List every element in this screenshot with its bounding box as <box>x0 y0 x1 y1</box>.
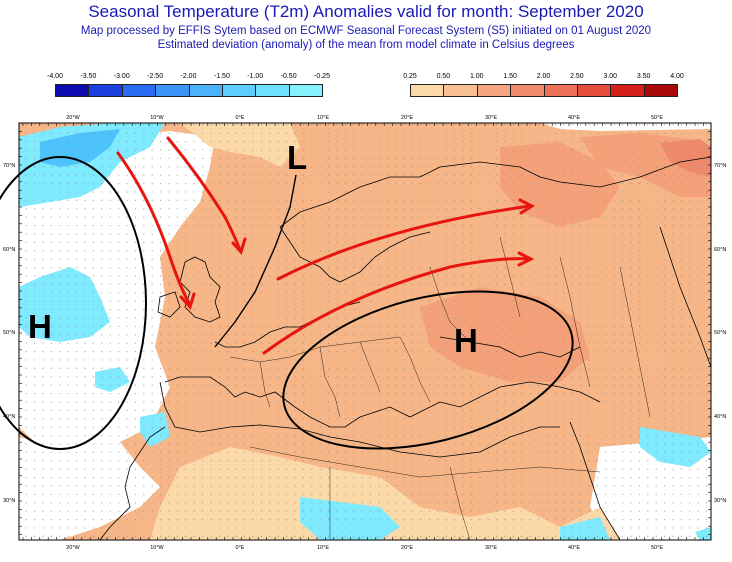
high-pressure-ellipse-europe <box>282 290 574 450</box>
longitude-label: 20°E <box>401 545 413 551</box>
latitude-label: 70°N <box>3 163 15 169</box>
longitude-label: 0°E <box>236 115 245 121</box>
legend-label: -3.00 <box>113 73 130 80</box>
high-pressure-ellipse-atlantic <box>0 156 147 450</box>
low-pressure-label: L <box>287 139 307 176</box>
high-pressure-label-europe: H <box>454 322 478 359</box>
latitude-label: 60°N <box>3 247 15 253</box>
flow-arrow-atlantic-south <box>116 151 192 307</box>
legend-label: 0.50 <box>436 73 451 80</box>
latitude-label: 50°N <box>3 330 15 336</box>
significance-stipple <box>19 123 711 540</box>
longitude-labels-top: 20°W 10°W 0°E 10°E 20°E 30°E 40°E 50°E <box>66 115 663 121</box>
legend-swatch <box>255 84 290 97</box>
longitude-label: 10°W <box>150 115 164 121</box>
longitude-label: 30°E <box>485 115 497 121</box>
legend-label: 2.50 <box>570 73 584 80</box>
flow-arrow-atlantic-south-head <box>179 292 196 310</box>
map-title: Seasonal Temperature (T2m) Anomalies val… <box>88 2 644 21</box>
flow-arrow-europe-south-head <box>517 251 535 267</box>
legend-label: 4.00 <box>670 73 684 80</box>
latitude-label: 60°N <box>714 247 726 253</box>
legend-swatch <box>543 84 578 97</box>
legend-swatch <box>221 84 257 97</box>
longitude-label: 30°E <box>485 545 497 551</box>
longitude-label: 40°E <box>568 115 580 121</box>
longitude-label: 20°E <box>401 115 413 121</box>
longitude-label: 10°E <box>317 545 329 551</box>
flow-arrow-north-sea <box>166 136 242 252</box>
country-borders <box>229 236 651 540</box>
legend-label: 3.50 <box>636 73 651 80</box>
map-frame <box>18 122 712 541</box>
latitude-label: 40°N <box>3 414 15 420</box>
longitude-label: 10°W <box>150 545 164 551</box>
legend-label: -3.50 <box>80 73 97 80</box>
legend-cold-anomalies: -4.00 -3.50 -3.00 -2.50 -2.00 -1.50 -1.00 -0.50… <box>47 73 330 99</box>
map-graticule-ticks <box>19 122 711 540</box>
latitude-labels-right: 70°N 60°N 50°N 40°N 30°N <box>714 163 726 504</box>
legend-label: -0.50 <box>280 73 297 80</box>
flow-arrow-europe-north-head <box>518 198 536 215</box>
legend-swatch <box>576 84 612 97</box>
longitude-label: 50°E <box>651 545 663 551</box>
legend-swatch <box>288 84 323 97</box>
legend-warm-anomalies: 0.25 0.50 1.00 1.50 2.00 2.50 3.00 3.50 4.00 <box>403 73 684 99</box>
legend-label: -2.50 <box>147 73 164 80</box>
flow-arrow-europe-north <box>276 204 532 281</box>
longitude-label: 20°W <box>66 115 80 121</box>
longitude-label: 20°W <box>66 545 80 551</box>
legend-label: 1.00 <box>469 73 484 80</box>
latitude-label: 70°N <box>714 163 726 169</box>
flow-arrows <box>116 136 536 355</box>
legend-label: 3.00 <box>603 73 618 80</box>
legend-label: 2.00 <box>536 73 551 80</box>
legend-swatch <box>55 84 90 97</box>
legend-label: -2.00 <box>180 73 197 80</box>
longitude-label: 40°E <box>568 545 580 551</box>
trough-line <box>214 174 297 348</box>
legend-label: 0.25 <box>403 73 417 80</box>
legend-label: -1.50 <box>213 73 230 80</box>
legend-swatch <box>610 84 645 97</box>
longitude-labels-bottom: 20°W 10°W 0°E 10°E 20°E 30°E 40°E 50°E <box>66 545 663 551</box>
anomaly-map: 20°W 10°W 0°E 10°E 20°E 30°E 40°E 50°E 20°W 10°W… <box>0 115 726 551</box>
map-subtitle-units: Estimated deviation (anomaly) of the mea… <box>157 39 575 51</box>
legend-label: 1.50 <box>503 73 517 80</box>
legend-swatch <box>410 84 445 97</box>
legend-swatch <box>443 84 478 97</box>
legend-swatch <box>476 84 512 97</box>
high-pressure-label-atlantic: H <box>28 308 52 345</box>
legend-swatch <box>155 84 190 97</box>
latitude-label: 50°N <box>714 330 726 336</box>
legend-swatch <box>188 84 223 97</box>
legend-swatch <box>88 84 123 97</box>
latitude-labels-left: 70°N 60°N 50°N 40°N 30°N <box>3 163 15 504</box>
longitude-label: 50°E <box>651 115 663 121</box>
legend-label: -0.25 <box>314 73 330 80</box>
latitude-label: 30°N <box>3 498 15 504</box>
longitude-label: 0°E <box>236 545 245 551</box>
map-subtitle-source: Map processed by EFFIS Sytem based on EC… <box>80 25 652 37</box>
legend-swatch <box>643 84 678 97</box>
legend-swatch <box>510 84 545 97</box>
flow-arrow-north-sea-head <box>231 237 247 255</box>
legend-swatch <box>121 84 157 97</box>
latitude-label: 40°N <box>714 414 726 420</box>
longitude-label: 10°E <box>317 115 329 121</box>
flow-arrow-europe-south <box>262 257 532 355</box>
legend-label: -4.00 <box>47 73 63 80</box>
latitude-label: 30°N <box>714 498 726 504</box>
legend-label: -1.00 <box>247 73 264 80</box>
